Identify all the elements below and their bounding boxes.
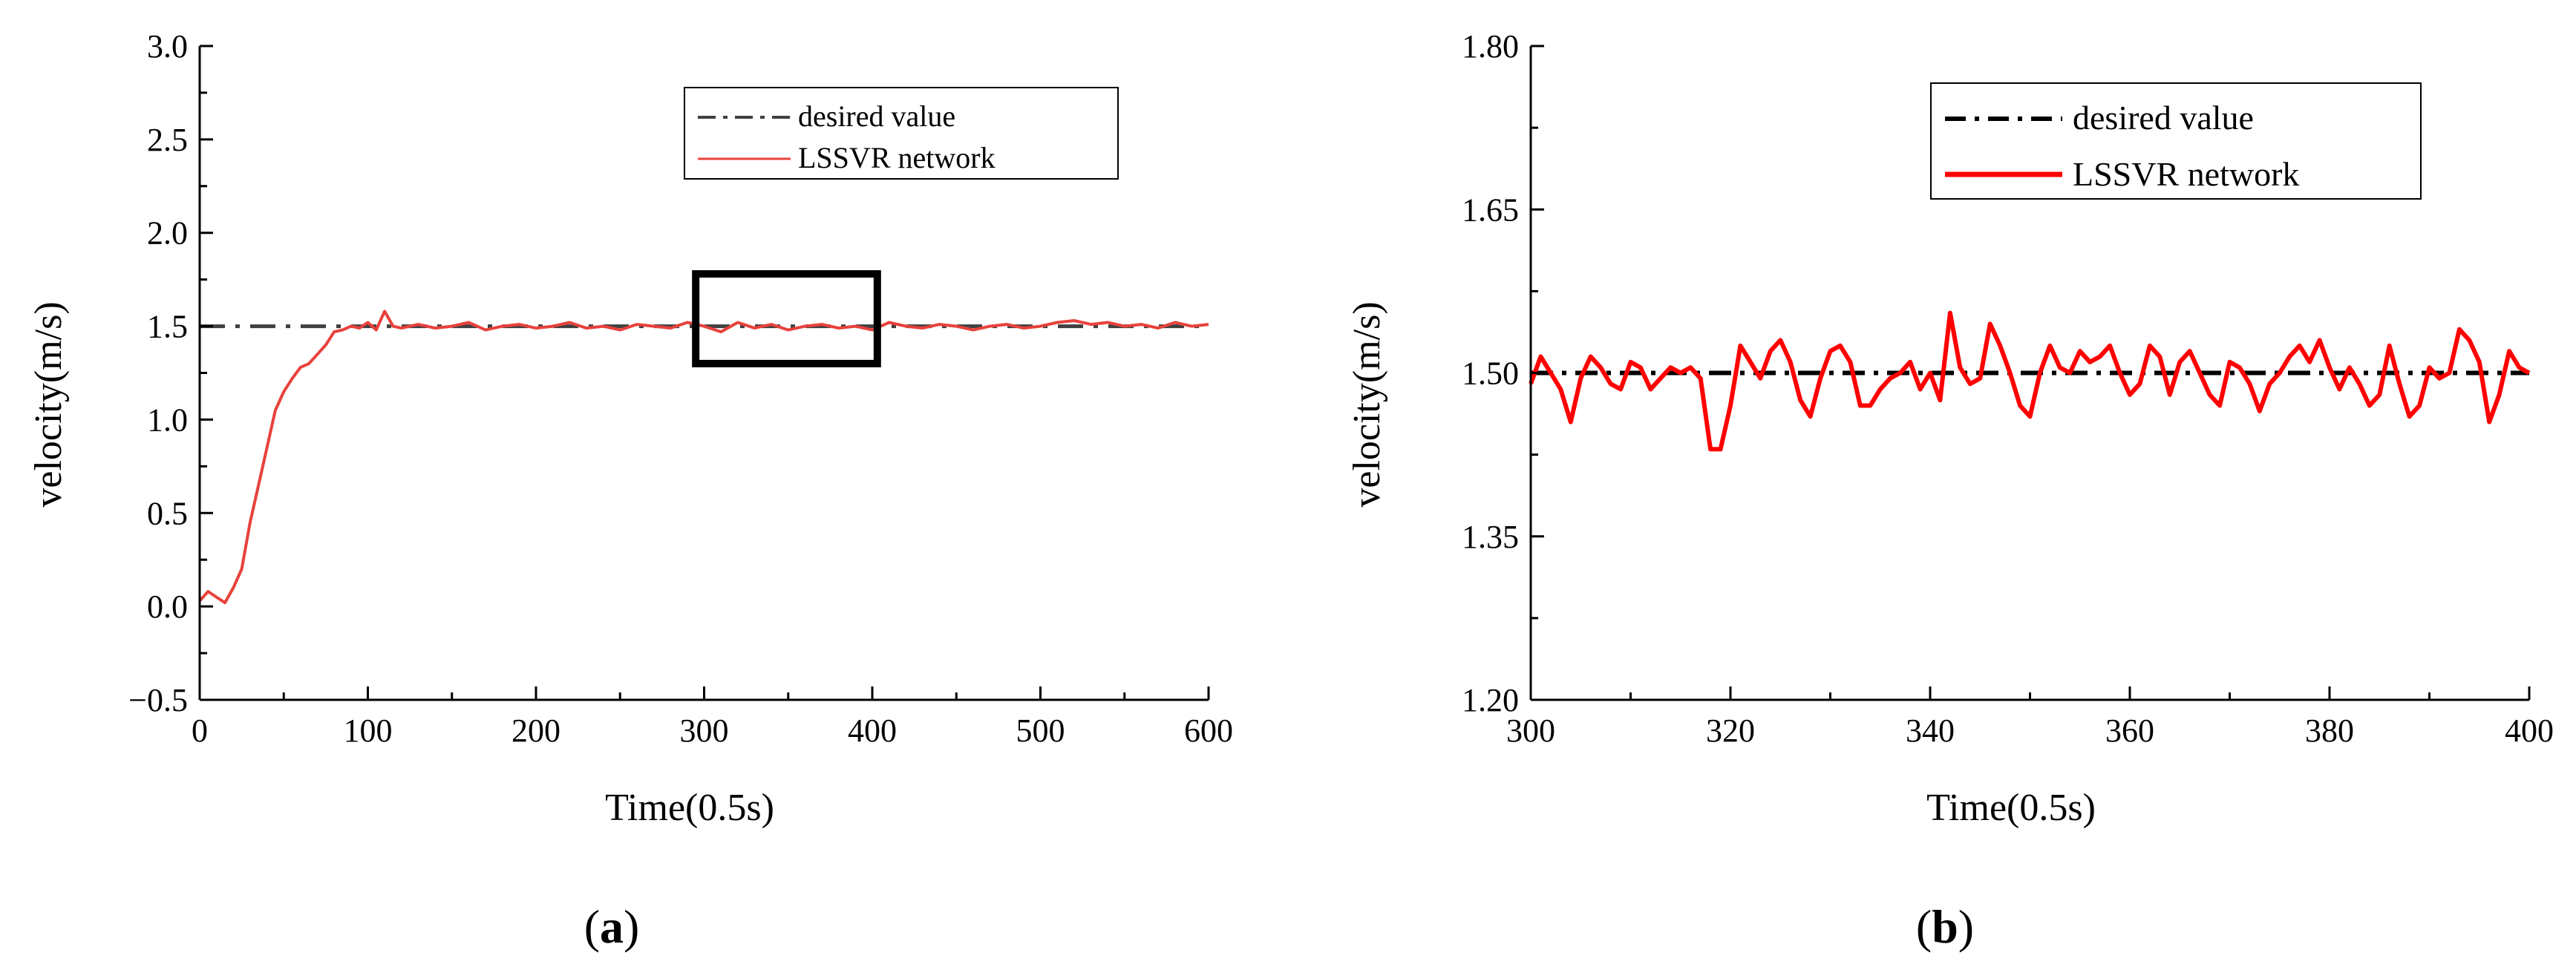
panel-b-x-tick-label: 380 bbox=[2305, 712, 2354, 749]
panel-a-series bbox=[198, 309, 1209, 605]
panel-a-x-tick-label: 400 bbox=[848, 712, 897, 749]
panel-b-y-tick-label: 1.50 bbox=[1462, 355, 1519, 392]
panel-a-legend-lssvr-label: LSSVR network bbox=[798, 141, 996, 174]
panel-a-y-tick-label: −0.5 bbox=[128, 682, 188, 718]
panel-b-legend-desired-label: desired value bbox=[2073, 99, 2254, 137]
panel-b-x-axis-title: Time(0.5s) bbox=[1926, 787, 2096, 829]
panel-b-y-tick-label: 1.80 bbox=[1462, 28, 1519, 65]
panel-a-x-axis-title: Time(0.5s) bbox=[605, 787, 774, 829]
panel-b-caption: (b) bbox=[1916, 900, 1974, 953]
panel-b-caption-letter: b bbox=[1932, 900, 1958, 953]
panel-a-legend-desired-label: desired value bbox=[798, 99, 955, 133]
panel-a-x-tick-label: 300 bbox=[680, 712, 729, 749]
panel-b-legend: desired value LSSVR network bbox=[1930, 82, 2422, 200]
panel-a-zoom-box bbox=[692, 270, 881, 367]
panel-a-y-tick-label: 1.0 bbox=[147, 401, 188, 438]
panel-a-y-tick-label: 0.5 bbox=[147, 495, 188, 531]
panel-b-x-tick-label: 320 bbox=[1706, 712, 1755, 749]
panel-b-y-tick-label: 1.65 bbox=[1462, 191, 1519, 228]
panel-b-x-tick-label: 360 bbox=[2105, 712, 2154, 749]
panel-a-y-tick-label: 3.0 bbox=[147, 28, 188, 65]
panel-a-x-tick-label: 100 bbox=[344, 712, 393, 749]
panel-b-y-tick-label: 1.35 bbox=[1462, 519, 1519, 555]
panel-b-x-tick-label: 400 bbox=[2505, 712, 2554, 749]
panel-a-axes: 0 100 200 300 400 500 600 −0.5 0.0 0.5 1.0 1.5 2.0 2.… bbox=[128, 28, 1233, 749]
panel-a-caption: (a) bbox=[584, 900, 640, 953]
panel-b-x-tick-label: 300 bbox=[1506, 712, 1555, 749]
panel-a-y-tick-label: 2.5 bbox=[147, 122, 188, 158]
panel-a-series-lssvr-network-line bbox=[198, 309, 1209, 605]
panel-b: 300 320 340 360 380 400 1.20 1.35 1.50 1.65 1.80 T… bbox=[1346, 28, 2554, 953]
panel-a-y-axis-title: velocity(m/s) bbox=[27, 301, 70, 507]
panel-a-legend: desired value LSSVR network bbox=[684, 87, 1119, 180]
panel-a-x-tick-label: 0 bbox=[192, 712, 208, 749]
panel-a-y-tick-label: 0.0 bbox=[147, 589, 188, 625]
panel-b-series bbox=[1529, 310, 2531, 452]
panel-b-axes: 300 320 340 360 380 400 1.20 1.35 1.50 1.65 1.80 bbox=[1462, 28, 2554, 749]
panel-b-y-tick-label: 1.20 bbox=[1462, 682, 1519, 718]
panel-a-y-tick-label: 2.0 bbox=[147, 215, 188, 252]
panel-b-series-lssvr-network-line bbox=[1529, 310, 2531, 452]
panel-a-y-tick-label: 1.5 bbox=[147, 309, 188, 345]
panel-a-x-tick-label: 600 bbox=[1184, 712, 1233, 749]
panel-b-y-axis-title: velocity(m/s) bbox=[1346, 301, 1388, 507]
panel-a-caption-letter: a bbox=[600, 900, 624, 953]
panel-b-x-tick-label: 340 bbox=[1906, 712, 1955, 749]
panel-b-legend-box bbox=[1930, 82, 2422, 200]
panel-a-x-tick-label: 200 bbox=[511, 712, 560, 749]
panel-a-x-tick-label: 500 bbox=[1016, 712, 1065, 749]
panel-b-legend-lssvr-label: LSSVR network bbox=[2073, 155, 2299, 193]
panel-a: 0 100 200 300 400 500 600 −0.5 0.0 0.5 1.0 1.5 2.0 2.… bbox=[27, 28, 1233, 953]
panel-a-legend-box bbox=[684, 87, 1119, 180]
